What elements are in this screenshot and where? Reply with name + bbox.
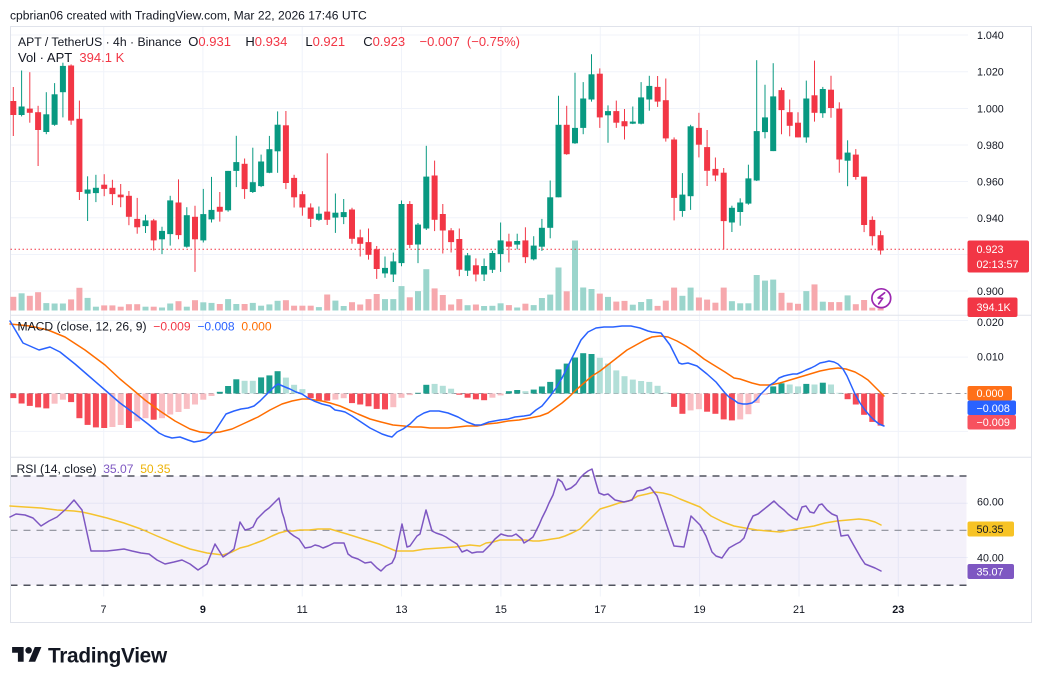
svg-text:0.980: 0.980	[977, 140, 1004, 152]
svg-text:Vol · APT 394.1 K: Vol · APT 394.1 K	[18, 50, 125, 65]
svg-text:0.020: 0.020	[977, 317, 1004, 329]
svg-text:21: 21	[793, 604, 805, 616]
svg-text:0.000: 0.000	[977, 388, 1004, 400]
svg-text:50.35: 50.35	[977, 524, 1004, 536]
svg-text:TradingView: TradingView	[48, 645, 168, 668]
svg-text:394.1K: 394.1K	[977, 302, 1012, 314]
svg-text:0.960: 0.960	[977, 177, 1004, 189]
svg-text:35.07: 35.07	[977, 567, 1004, 579]
svg-text:0.923: 0.923	[977, 244, 1004, 256]
svg-text:02:13:57: 02:13:57	[977, 259, 1019, 271]
svg-text:9: 9	[200, 604, 206, 616]
svg-text:1.020: 1.020	[977, 67, 1004, 79]
svg-text:APT / TetherUS · 4h · Binance: APT / TetherUS · 4h · Binance O0.931 H0.…	[18, 34, 520, 49]
svg-text:MACD (close, 12, 26, 9) −0.00: MACD (close, 12, 26, 9) −0.009 −0.008 0.…	[18, 320, 272, 334]
svg-text:cpbrian06 created with Trading: cpbrian06 created with TradingView.com, …	[10, 9, 367, 23]
svg-text:11: 11	[297, 604, 308, 616]
svg-text:0.900: 0.900	[977, 286, 1004, 298]
svg-text:0.010: 0.010	[977, 352, 1004, 364]
svg-text:−0.008: −0.008	[977, 403, 1010, 415]
svg-text:23: 23	[892, 604, 904, 616]
svg-text:7: 7	[100, 604, 106, 616]
svg-text:17: 17	[594, 604, 606, 616]
svg-text:19: 19	[694, 604, 706, 616]
svg-text:−0.009: −0.009	[977, 417, 1010, 429]
svg-text:13: 13	[395, 604, 407, 616]
svg-text:0.940: 0.940	[977, 213, 1004, 225]
svg-text:60.00: 60.00	[977, 496, 1004, 508]
svg-text:1.040: 1.040	[977, 30, 1004, 42]
svg-text:15: 15	[495, 604, 507, 616]
svg-text:1.000: 1.000	[977, 104, 1004, 116]
svg-text:40.00: 40.00	[977, 553, 1004, 565]
svg-text:RSI (14, close) 35.07 50.35: RSI (14, close) 35.07 50.35	[17, 462, 171, 476]
